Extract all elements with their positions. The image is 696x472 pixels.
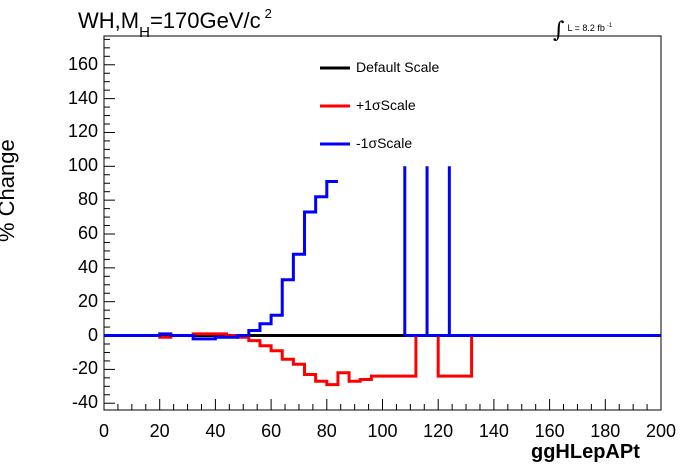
title-prefix: WH,M [78,8,140,33]
series-line-2 [104,180,338,341]
x-tick-label: 0 [98,421,110,441]
legend-label: +1σScale [356,97,416,113]
series-layer [104,166,661,387]
title-superscript: 2 [264,6,272,21]
chart-title: WH,MH=170GeV/c 2 [78,6,272,41]
x-axis-label: ggHLepAPt [531,441,640,463]
title-subscript: H [139,24,150,41]
x-tick-label: 140 [478,421,509,441]
y-tick-label: 20 [77,290,98,311]
y-tick-label: 40 [77,256,98,277]
x-tick-label: 160 [534,421,565,441]
y-tick-label: 60 [77,223,98,243]
legend-label: -1σScale [356,135,413,151]
luminosity-label: ∫ L = 8.2 fb -1 [553,12,613,43]
plot-frame [103,35,662,411]
x-tick-label: 200 [645,421,677,441]
integral-symbol: ∫ [553,18,565,43]
legend [320,66,350,146]
x-tick-label: 80 [316,421,337,441]
x-tick-label: 120 [423,421,454,441]
x-tick-label: 60 [261,421,282,441]
y-axis-label: % Change [0,139,19,242]
title-mid: =170GeV/c [149,8,261,33]
legend-label: Default Scale [356,59,440,75]
y-tick-label: 120 [67,121,98,142]
y-tick-label: 140 [67,87,98,108]
y-tick-label: 160 [67,53,98,74]
luminosity-sup: -1 [606,23,613,29]
x-tick-label: 20 [149,421,170,441]
y-tick-label: -20 [71,358,98,379]
luminosity-text: L = 8.2 fb [567,23,605,33]
x-tick-label: 100 [367,421,398,441]
x-tick-label: 180 [590,421,621,441]
axis-ticks [103,38,662,410]
series-line-1 [104,332,661,387]
y-tick-label: -40 [71,392,98,413]
x-tick-label: 40 [205,421,226,441]
y-tick-label: 0 [87,324,98,345]
y-tick-label: 80 [77,189,98,210]
y-tick-label: 100 [67,155,98,176]
